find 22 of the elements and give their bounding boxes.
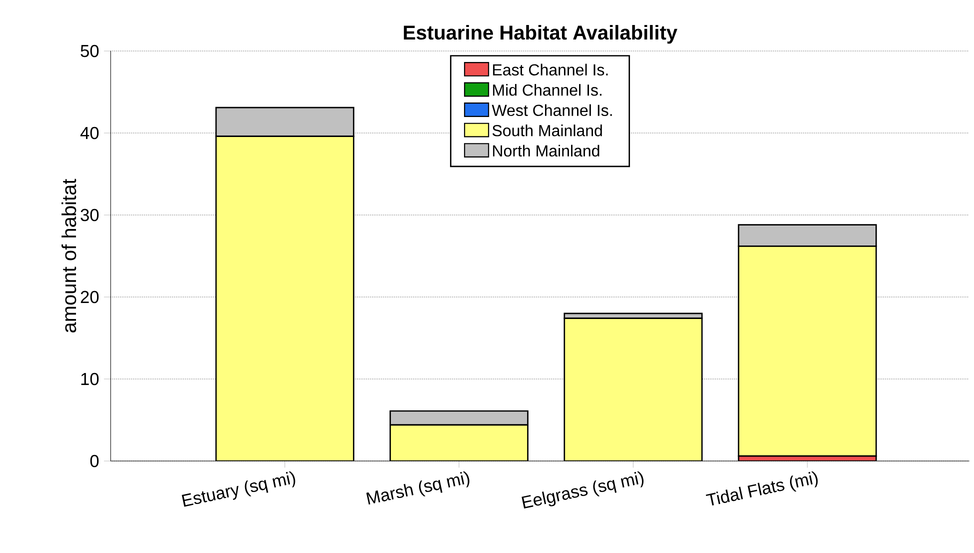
- bar: [738, 245, 877, 457]
- y-tick-label: 50: [80, 44, 99, 58]
- bar: [390, 424, 528, 462]
- bar: [564, 318, 703, 462]
- y-tick-label: 10: [81, 372, 99, 386]
- y-tick-label: 40: [80, 126, 99, 140]
- legend-label: South Mainland: [492, 124, 602, 136]
- x-tick-label: Eelgrass (sq mi): [522, 471, 644, 509]
- chart-title: Estuarine Habitat Availability: [404, 24, 678, 44]
- x-tick-label: Estuary (sq mi): [182, 471, 296, 507]
- x-tick-label: Marsh (sq mi): [366, 471, 470, 504]
- y-tick-label: 30: [80, 208, 99, 222]
- x-tick-label: Tidal Flats (mi): [706, 471, 818, 506]
- legend-label: West Channel Is.: [492, 104, 612, 116]
- bar: [215, 136, 354, 462]
- bar: [390, 410, 528, 426]
- legend-label: East Channel Is.: [493, 64, 608, 76]
- legend-label: North Mainland: [493, 144, 600, 157]
- legend-label: Mid Channel Is.: [493, 84, 602, 96]
- y-tick-label: 0: [90, 454, 99, 468]
- y-tick-label: 20: [80, 290, 99, 304]
- y-axis-title: amount of habitat: [62, 178, 76, 332]
